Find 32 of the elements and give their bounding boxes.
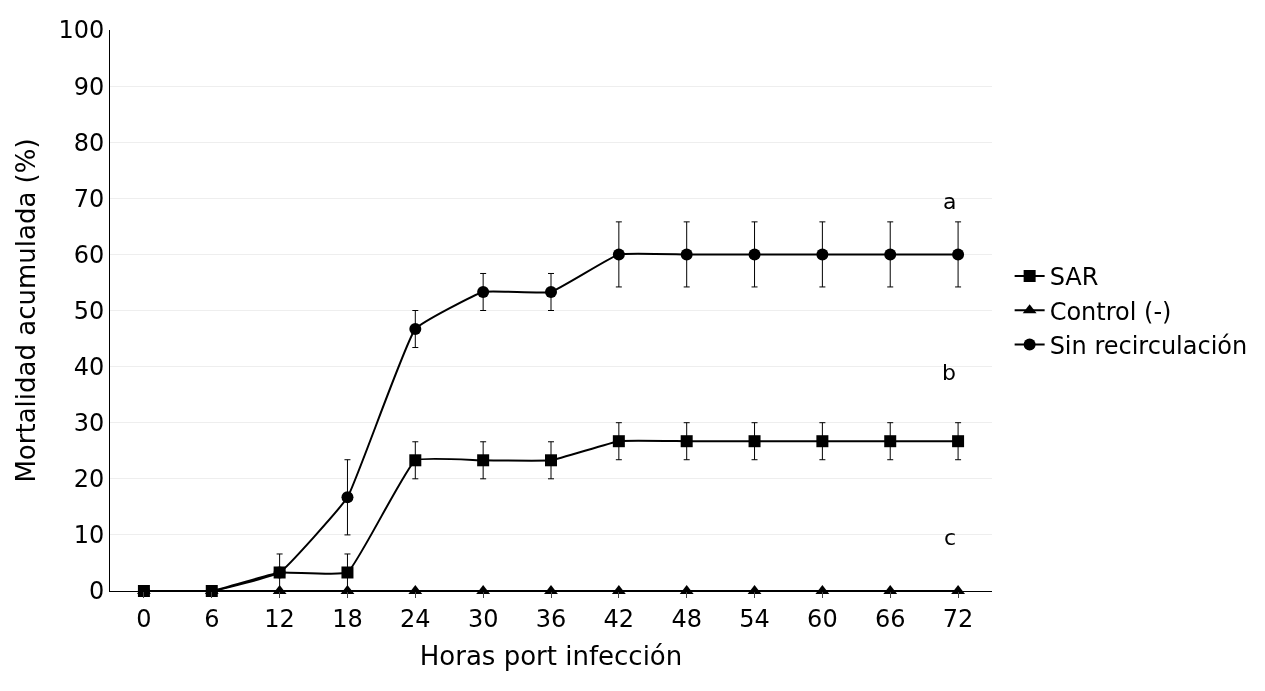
y-tick-label: 30: [73, 409, 105, 438]
x-tick-label: 54: [739, 604, 770, 633]
x-tick-label: 42: [603, 604, 635, 633]
y-tick-label: 100: [58, 16, 105, 45]
x-tick-label: 24: [400, 604, 431, 633]
legend-label: Sin recirculación: [1049, 331, 1248, 360]
x-tick-label: 60: [807, 604, 838, 633]
y-tick-label: 40: [73, 353, 105, 381]
x-tick-label: 66: [874, 604, 906, 633]
annotation: c: [944, 525, 957, 550]
x-axis-title: Horas port infección: [419, 641, 683, 672]
x-tick-label: 48: [671, 604, 702, 633]
x-tick-label: 18: [332, 604, 363, 633]
legend-label: SAR: [1049, 263, 1099, 292]
annotation: a: [943, 189, 957, 214]
y-tick-label: 20: [73, 465, 105, 494]
legend-label: Control (-): [1049, 297, 1172, 326]
y-tick-label: 50: [73, 296, 105, 325]
y-axis-title: Mortalidad acumulada (%): [10, 138, 41, 483]
y-tick-label: 90: [73, 72, 105, 101]
x-tick-label: 12: [264, 604, 295, 633]
y-tick-label: 80: [73, 128, 105, 157]
annotation: b: [942, 360, 956, 385]
y-tick-label: 70: [73, 184, 105, 213]
y-tick-label: 10: [73, 521, 105, 550]
y-tick-label: 0: [88, 577, 105, 606]
x-tick-label: 30: [467, 604, 499, 633]
x-tick-label: 0: [136, 604, 152, 633]
y-tick-label: 60: [73, 240, 105, 269]
x-tick-label: 36: [535, 604, 567, 633]
x-tick-label: 72: [942, 604, 974, 633]
x-tick-label: 6: [204, 604, 220, 633]
